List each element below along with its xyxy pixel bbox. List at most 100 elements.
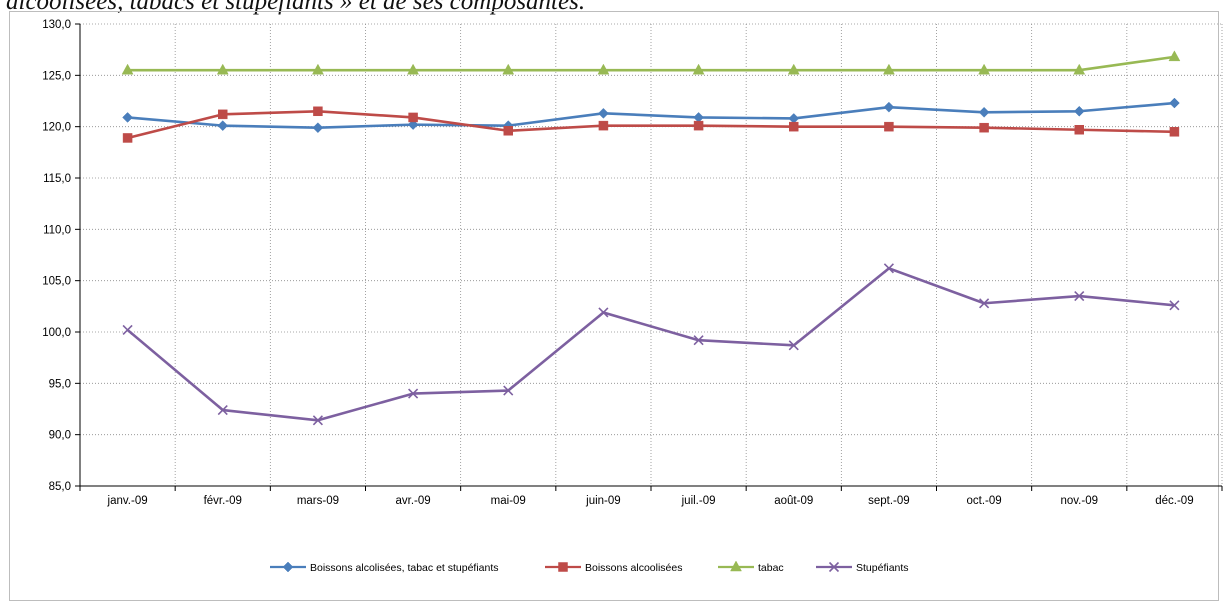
data-point [407,63,420,75]
x-tick-label: sept.-09 [868,495,910,507]
data-point [218,109,228,120]
data-point [1074,291,1085,302]
data-point [503,385,514,396]
data-point-stroke [598,307,609,318]
series-line [127,109,1175,140]
legend-label: Boissons alcoolisées [585,562,682,574]
data-point [282,561,294,573]
data-point [122,112,133,123]
data-point [598,107,609,119]
data-point [1169,300,1180,311]
legend-entry-3: tabac [718,560,784,574]
legend: Boissons alcolisées, tabac et stupéfiant… [270,560,909,574]
y-tick-label: 95,0 [49,378,71,390]
x-tick-label: oct.-09 [966,495,1001,507]
data-point [597,63,610,75]
data-point [883,263,894,274]
data-point [788,340,799,351]
x-tick-label: avr.-09 [395,495,430,507]
x-tick-label: mars-09 [297,495,339,507]
x-tick-label: nov.-09 [1060,495,1098,507]
data-point [882,63,895,75]
data-point [312,415,323,426]
data-point [122,133,133,143]
chart-frame [9,11,1219,601]
legend-label: tabac [758,562,784,574]
y-tick-label: 100,0 [42,327,71,339]
x-tick-label: mai-09 [491,495,526,507]
series-line [127,55,1175,72]
data-point [1169,127,1180,137]
y-tick-label: 125,0 [42,70,71,82]
x-tick-label: juil.-09 [681,495,716,507]
data-point-stroke [408,388,419,399]
data-point [787,63,800,75]
series-line [126,267,1175,422]
series-line [127,101,1175,129]
gridlines [80,23,1223,486]
x-tick-label: janv.-09 [107,495,148,507]
data-point [408,112,418,123]
series-1 [122,97,1180,134]
data-point [408,388,419,399]
data-point [311,63,324,75]
data-point [1073,63,1086,75]
y-tick-label: 115,0 [43,173,71,185]
data-point [217,404,228,416]
data-point [502,63,515,75]
data-point [978,63,991,75]
data-point [979,122,989,133]
series-4 [122,263,1180,426]
x-tick-label: juin-09 [585,495,621,507]
data-point-stroke [1074,291,1085,302]
y-tick-label: 105,0 [42,276,71,288]
data-point-stroke [1169,300,1180,311]
data-point [978,106,990,118]
data-point [692,63,705,75]
data-point [121,63,134,75]
series-3 [121,50,1181,75]
data-point [883,101,895,113]
legend-entry-4: Stupéfiants [816,561,909,574]
y-tick-label: 120,0 [42,122,71,134]
y-tick-label: 110,0 [43,224,71,236]
axes: 85,0 90,0 95,0 100,0 105,0 110,0 115,0 120,0 125… [42,19,1223,507]
data-point-stroke [312,415,323,426]
data-point-stroke [217,404,228,416]
data-point-stroke [122,324,133,336]
data-point [693,120,704,131]
data-point [1169,97,1180,109]
legend-label: Stupéfiants [856,562,909,574]
data-point [598,120,609,131]
data-point-stroke [883,263,894,274]
data-point [789,121,799,132]
data-point [1074,124,1084,135]
data-point [122,324,133,336]
y-tick-label: 85,0 [49,481,71,493]
data-point [828,561,840,573]
data-point [558,562,568,572]
data-point [1073,105,1085,117]
x-tick-label: déc.-09 [1155,495,1193,507]
data-point-stroke [503,385,514,396]
data-point [503,126,513,136]
x-tick-label: févr.-09 [204,495,242,507]
y-tick-label: 90,0 [49,430,71,442]
data-point [1168,50,1181,62]
data-point-stroke [788,340,799,351]
data-point-stroke [693,335,704,346]
data-point [216,63,229,75]
x-tick-label: août-09 [774,495,813,507]
data-point-stroke [979,298,990,309]
data-point [693,335,704,346]
legend-label: Boissons alcolisées, tabac et stupéfiant… [310,562,499,574]
data-point [313,106,323,117]
data-point-stroke [828,561,840,573]
data-point [217,120,229,131]
data-point [884,121,894,132]
data-point [730,560,742,572]
y-tick-label: 130,0 [42,19,71,31]
data-point [312,122,324,134]
series-lines [121,50,1181,426]
